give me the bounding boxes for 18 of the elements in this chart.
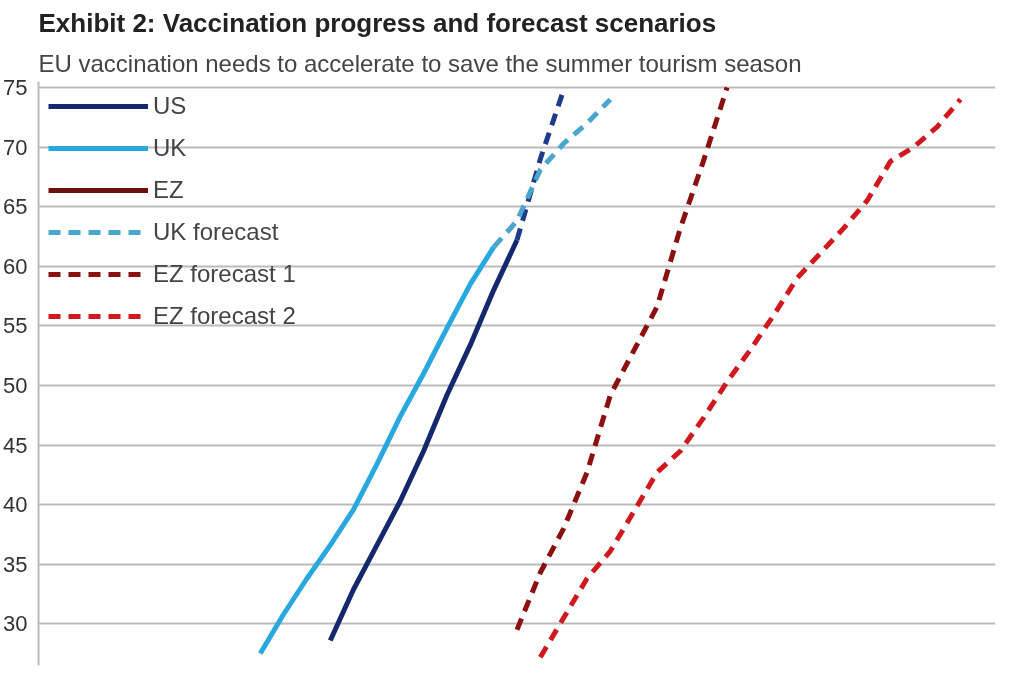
legend-label: EZ forecast 1: [153, 260, 296, 288]
legend-label: UK: [153, 134, 187, 162]
y-tick-label: 50: [3, 372, 28, 398]
y-tick-label: 45: [3, 432, 28, 458]
y-tick-label: 70: [3, 134, 28, 160]
legend-label: US: [153, 92, 187, 120]
legend-label: UK forecast: [153, 218, 279, 246]
y-tick-label: 30: [3, 611, 28, 637]
y-tick-label: 55: [3, 313, 28, 339]
legend-label: EZ forecast 2: [153, 302, 296, 330]
y-tick-label: 75: [3, 74, 28, 100]
legend-label: EZ: [153, 176, 184, 204]
y-tick-label: 60: [3, 253, 28, 279]
chart-title: Exhibit 2: Vaccination progress and forecast scenarios: [38, 7, 717, 38]
y-tick-label: 65: [3, 194, 28, 220]
y-tick-label: 35: [3, 551, 28, 577]
chart-subtitle: EU vaccination needs to accelerate to save the summer tourism season: [38, 49, 802, 77]
y-tick-label: 40: [3, 492, 28, 518]
